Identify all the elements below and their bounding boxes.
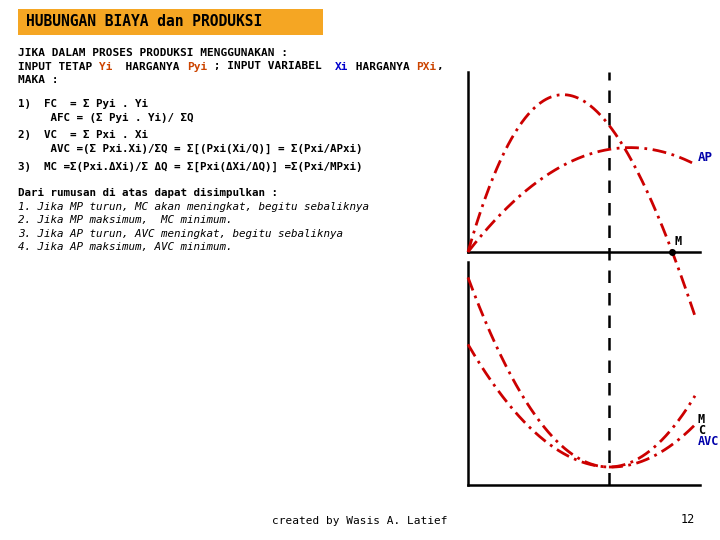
- Text: Pyi: Pyi: [186, 62, 207, 71]
- Text: HARGANYA: HARGANYA: [112, 62, 186, 71]
- Text: INPUT TETAP: INPUT TETAP: [18, 62, 99, 71]
- Text: JIKA DALAM PROSES PRODUKSI MENGGUNAKAN :: JIKA DALAM PROSES PRODUKSI MENGGUNAKAN :: [18, 48, 288, 58]
- Text: AVC: AVC: [698, 435, 719, 448]
- Text: 3)  MC =Σ(Pxi.ΔXi)/Σ ΔQ = Σ[Pxi(ΔXi/ΔQ)] =Σ(Pxi/MPxi): 3) MC =Σ(Pxi.ΔXi)/Σ ΔQ = Σ[Pxi(ΔXi/ΔQ)] …: [18, 161, 362, 172]
- Text: PXi: PXi: [416, 62, 436, 71]
- Text: 12: 12: [680, 513, 695, 526]
- Text: M: M: [698, 413, 705, 426]
- Text: M: M: [674, 235, 681, 248]
- Text: AVC =(Σ Pxi.Xi)/ΣQ = Σ[(Pxi(Xi/Q)] = Σ(Pxi/APxi): AVC =(Σ Pxi.Xi)/ΣQ = Σ[(Pxi(Xi/Q)] = Σ(P…: [18, 144, 362, 154]
- Text: HARGANYA: HARGANYA: [348, 62, 416, 71]
- Text: HUBUNGAN BIAYA dan PRODUKSI: HUBUNGAN BIAYA dan PRODUKSI: [26, 15, 262, 30]
- Text: Dari rumusan di atas dapat disimpulkan :: Dari rumusan di atas dapat disimpulkan :: [18, 188, 278, 198]
- Text: C: C: [698, 424, 705, 437]
- Text: 1)  FC  = Σ Pyi . Yi: 1) FC = Σ Pyi . Yi: [18, 99, 148, 109]
- Text: AFC = (Σ Pyi . Yi)/ ΣQ: AFC = (Σ Pyi . Yi)/ ΣQ: [18, 113, 194, 123]
- Text: ; INPUT VARIABEL: ; INPUT VARIABEL: [207, 62, 336, 71]
- Text: 3. Jika AP turun, AVC meningkat, begitu sebaliknya: 3. Jika AP turun, AVC meningkat, begitu …: [18, 229, 343, 239]
- Text: 4. Jika AP maksimum, AVC minimum.: 4. Jika AP maksimum, AVC minimum.: [18, 242, 233, 252]
- Text: Yi: Yi: [99, 62, 112, 71]
- Text: MAKA :: MAKA :: [18, 75, 58, 85]
- Text: 2)  VC  = Σ Pxi . Xi: 2) VC = Σ Pxi . Xi: [18, 130, 148, 140]
- Text: created by Wasis A. Latief: created by Wasis A. Latief: [272, 516, 448, 526]
- Text: AP: AP: [698, 151, 713, 164]
- Text: 1. Jika MP turun, MC akan meningkat, begitu sebaliknya: 1. Jika MP turun, MC akan meningkat, beg…: [18, 202, 369, 212]
- Text: Xi: Xi: [336, 62, 348, 71]
- FancyBboxPatch shape: [18, 9, 323, 35]
- Text: 2. Jika MP maksimum,  MC minimum.: 2. Jika MP maksimum, MC minimum.: [18, 215, 233, 225]
- Text: ,: ,: [436, 62, 444, 71]
